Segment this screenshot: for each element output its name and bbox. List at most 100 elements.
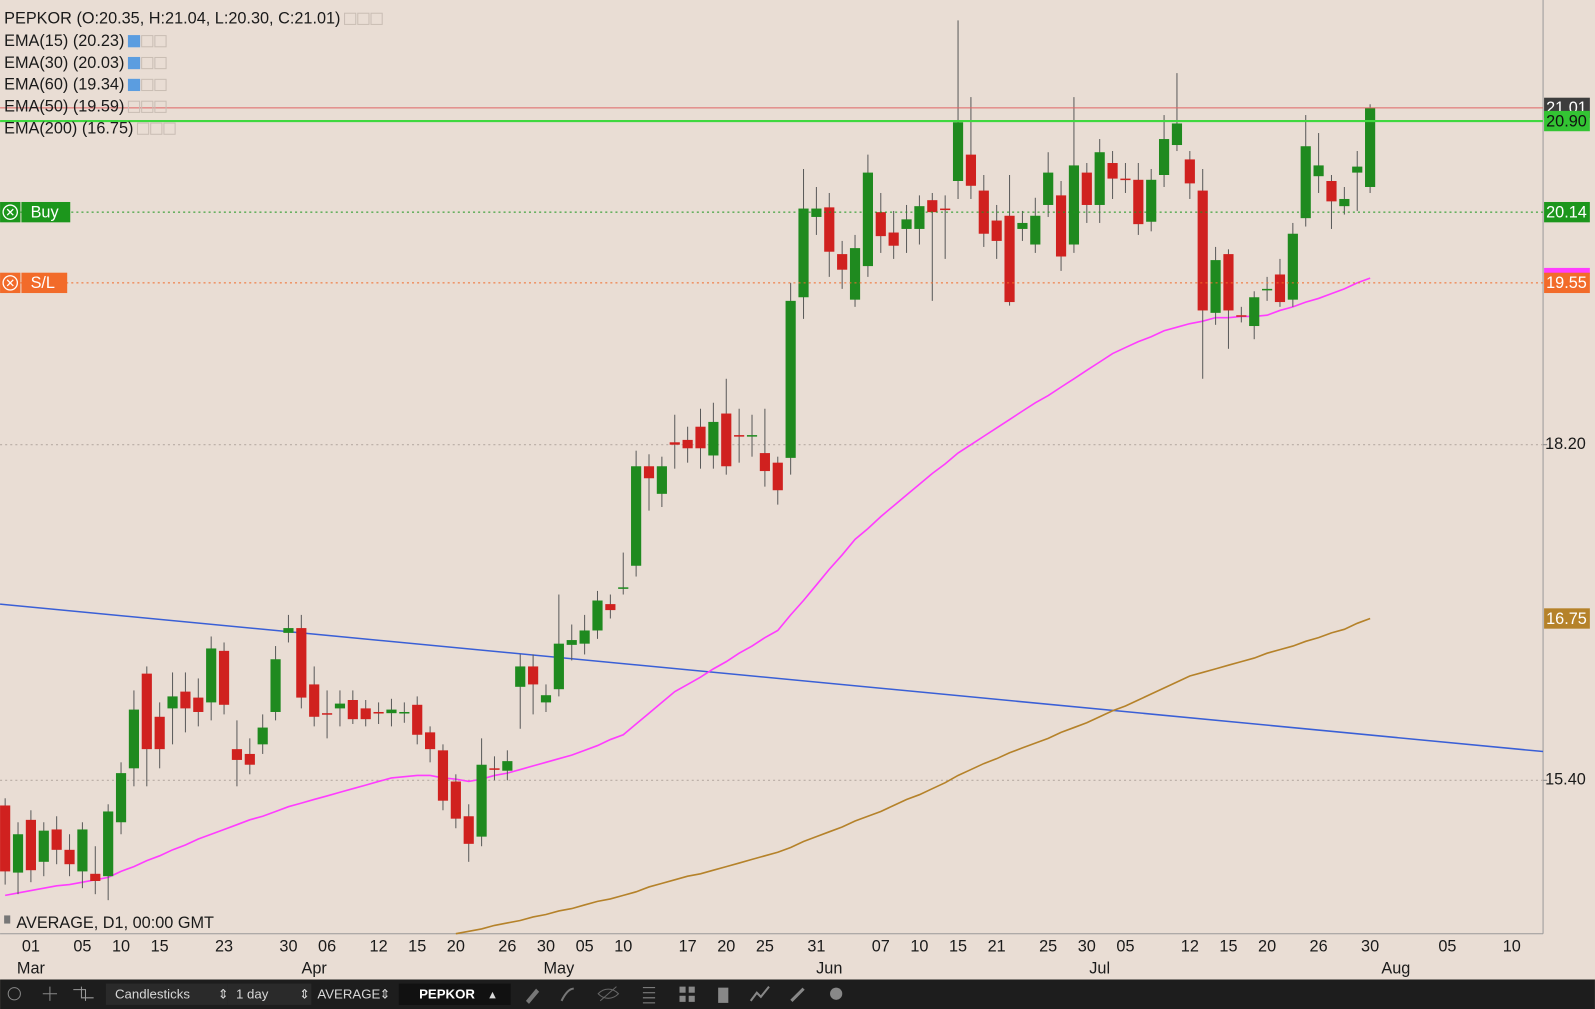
template-tool[interactable] xyxy=(718,987,729,1003)
legend-icon[interactable] xyxy=(154,78,167,92)
legend-icon[interactable] xyxy=(141,35,154,48)
candle-body xyxy=(1171,123,1183,146)
symbol[interactable]: PEPKOR xyxy=(419,986,475,1001)
candle-body xyxy=(991,220,1002,241)
hide-tool[interactable] xyxy=(597,986,620,1002)
symbol-box[interactable] xyxy=(398,983,511,1005)
x-tick-label: 30 xyxy=(537,937,555,955)
candle-body xyxy=(1068,165,1080,245)
link-tool[interactable] xyxy=(790,987,805,1002)
overlay: PEPKOR (O:20.35, H:21.04, L:20.30, C:21.… xyxy=(0,10,383,932)
toolbar-icon[interactable] xyxy=(73,986,94,1001)
x-tick-label: 26 xyxy=(1310,937,1328,955)
legend-entry[interactable]: EMA(60) (19.34) xyxy=(4,76,124,94)
legend-icon[interactable] xyxy=(127,78,141,92)
x-tick-label: 07 xyxy=(872,937,890,955)
candle-body xyxy=(283,628,294,633)
candle-body xyxy=(1004,215,1015,303)
order-button[interactable] xyxy=(21,201,71,223)
footer-label: AVERAGE, D1, 00:00 GMT xyxy=(16,914,214,932)
candle-body xyxy=(540,695,552,703)
x-tick-label: 15 xyxy=(949,937,967,955)
candle-body xyxy=(656,466,667,494)
legend-icon[interactable] xyxy=(141,56,154,70)
interval-select[interactable] xyxy=(227,983,312,1005)
price-badge-label: 19.55 xyxy=(1546,274,1587,292)
x-tick-label: 20 xyxy=(717,937,735,955)
dropdown-arrow: ▴ xyxy=(489,986,496,1001)
candle-body xyxy=(927,200,938,213)
candle-body xyxy=(1107,163,1118,179)
indicators-tool[interactable] xyxy=(642,987,656,1004)
candle-body xyxy=(128,709,140,769)
candle-body xyxy=(115,773,127,823)
legend-icon[interactable] xyxy=(163,122,176,135)
legend-icon[interactable] xyxy=(370,12,383,25)
candle-body xyxy=(180,691,191,709)
candle-body xyxy=(1274,274,1286,303)
dropdown-arrow: ⇕ xyxy=(218,986,229,1001)
legend-icon[interactable] xyxy=(127,100,141,113)
layout-tool[interactable] xyxy=(679,995,686,1002)
candle-body xyxy=(566,640,577,645)
legend-entry[interactable]: EMA(50) (19.59) xyxy=(4,98,124,116)
legend-icon[interactable] xyxy=(357,12,370,25)
layout-tool[interactable] xyxy=(688,995,695,1002)
candle-body xyxy=(1326,180,1337,202)
candle-body xyxy=(1352,166,1363,173)
legend-icon[interactable] xyxy=(127,35,141,48)
legend-entry[interactable]: EMA(15) (20.23) xyxy=(4,32,124,50)
settings-tool[interactable] xyxy=(830,987,843,1000)
candle-body xyxy=(64,849,75,865)
interval[interactable]: 1 day xyxy=(236,986,269,1001)
x-tick-label: 15 xyxy=(408,937,426,955)
x-tick-label: 25 xyxy=(1039,937,1057,955)
draw-tool[interactable] xyxy=(525,988,540,1004)
dropdown-arrow: ⇕ xyxy=(379,986,390,1001)
candle-body xyxy=(1120,178,1131,181)
chart-type[interactable]: Candlesticks xyxy=(115,986,190,1001)
price-badge xyxy=(1544,201,1590,223)
order-close[interactable] xyxy=(2,275,19,291)
legend-icon[interactable] xyxy=(136,122,150,135)
x-tick-label: 12 xyxy=(1181,937,1199,955)
order-button[interactable] xyxy=(21,272,68,294)
toolbar-icon[interactable] xyxy=(7,987,21,1001)
candle-body xyxy=(360,708,371,720)
candle-body xyxy=(669,442,680,445)
candle-body xyxy=(399,711,410,714)
legend-entry[interactable]: EMA(30) (20.03) xyxy=(4,54,124,72)
toolbar-icon[interactable] xyxy=(42,986,58,1001)
ema-line xyxy=(455,617,1371,935)
layout-tool[interactable] xyxy=(688,986,695,993)
legend-icon[interactable] xyxy=(154,100,167,113)
brush-tool[interactable] xyxy=(560,987,574,1002)
legend-icon[interactable] xyxy=(150,122,163,135)
order-name[interactable]: S/L xyxy=(31,274,55,292)
order-close[interactable] xyxy=(2,204,19,220)
layout-tool[interactable] xyxy=(679,986,686,993)
candle-body xyxy=(1017,222,1028,229)
price-type[interactable]: AVERAGE xyxy=(317,986,380,1001)
legend-icon[interactable] xyxy=(344,12,357,25)
legend-icon[interactable] xyxy=(154,56,167,70)
order-name[interactable]: Buy xyxy=(31,203,60,221)
candle-body xyxy=(528,666,539,685)
candle-body xyxy=(38,830,49,862)
legend-icon[interactable] xyxy=(154,35,167,48)
order-close-x xyxy=(6,279,14,287)
candle-body xyxy=(1262,288,1273,291)
compare-tool[interactable] xyxy=(749,985,770,1002)
candle-body xyxy=(321,713,333,715)
candle-body xyxy=(244,753,255,765)
candle-body xyxy=(77,829,88,872)
chart-type-select[interactable] xyxy=(105,983,228,1005)
legend-icon[interactable] xyxy=(141,100,154,113)
candle-body xyxy=(51,829,62,850)
candle-body xyxy=(257,727,268,745)
legend-icon[interactable] xyxy=(141,78,154,92)
price-badge xyxy=(1544,110,1590,132)
legend-entry[interactable]: EMA(200) (16.75) xyxy=(4,119,133,137)
legend-icon[interactable] xyxy=(127,56,141,70)
